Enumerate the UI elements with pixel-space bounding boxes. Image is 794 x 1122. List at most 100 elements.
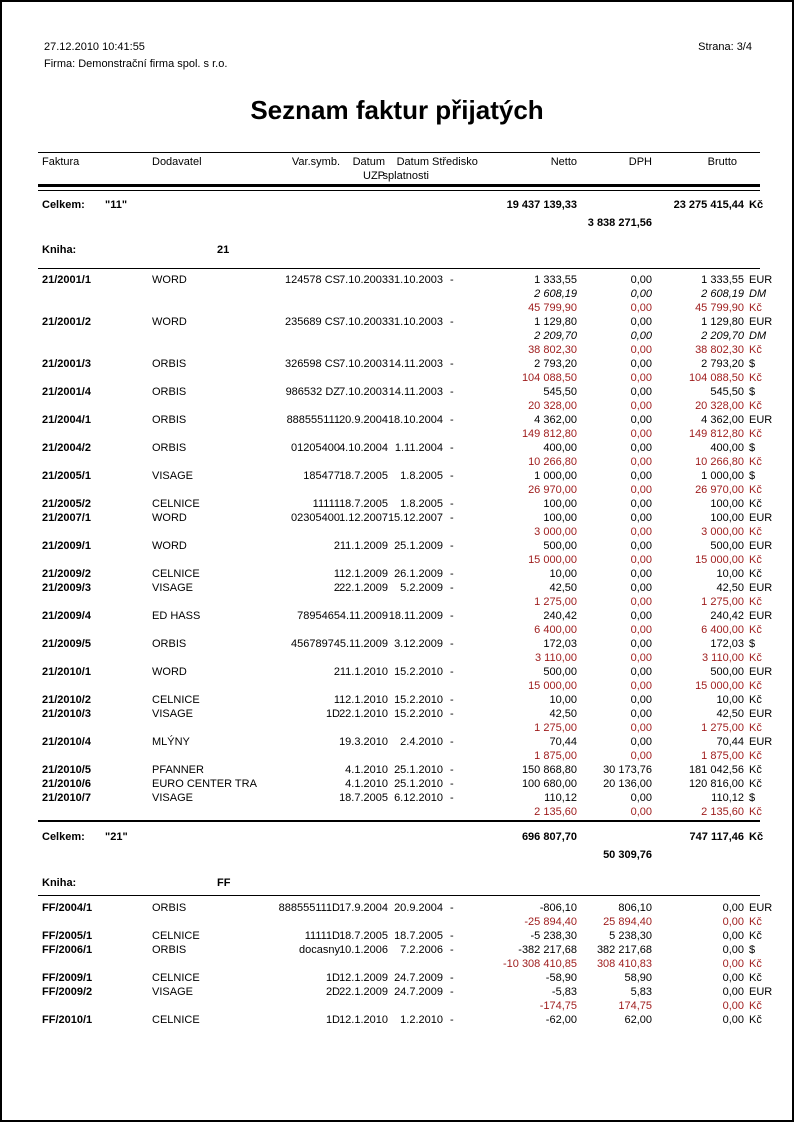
amount-brutto: 26 970,00 bbox=[695, 484, 744, 496]
cost-center: - bbox=[450, 414, 454, 426]
amount-dph: 0,00 bbox=[630, 442, 652, 454]
date-uzp: 4.11.2009 bbox=[339, 610, 388, 622]
col-header-stredisko: Středisko bbox=[432, 156, 478, 168]
date-due: 31.10.2003 bbox=[387, 316, 443, 328]
total-line-2: 3 838 271,56 bbox=[2, 214, 792, 232]
currency-code: Kč bbox=[749, 1000, 762, 1012]
date-due: 18.10.2004 bbox=[387, 414, 443, 426]
col-header-datum-spl-1: Datum bbox=[396, 156, 429, 168]
variable-symbol: 2 bbox=[333, 540, 340, 552]
variable-symbol: 1D bbox=[325, 972, 340, 984]
col-header-brutto: Brutto bbox=[707, 156, 737, 168]
variable-symbol: 986532 DZ bbox=[285, 386, 340, 398]
currency-code: Kč bbox=[749, 778, 762, 790]
currency-code: Kč bbox=[749, 930, 762, 942]
total-section-21: Celkem: "21" 696 807,70 747 117,46 Kč 50… bbox=[2, 828, 792, 864]
amount-brutto: 500,00 bbox=[710, 540, 744, 552]
amount-dph: 174,75 bbox=[618, 1000, 652, 1012]
amount-brutto: 100,00 bbox=[710, 512, 744, 524]
cost-center: - bbox=[450, 582, 454, 594]
date-uzp: 18.7.2005 bbox=[339, 470, 388, 482]
amount-netto: 1 333,55 bbox=[534, 274, 577, 286]
cost-center: - bbox=[450, 902, 454, 914]
invoice-row-line: 21/2001/2 WORD 235689 CS 7.10.2003 31.10.200… bbox=[2, 315, 792, 329]
invoice-row-line: 21/2009/5 ORBIS 45678974 5.11.2009 3.12.2009… bbox=[2, 637, 792, 651]
amount-dph: 0,00 bbox=[630, 414, 652, 426]
invoice-row-line: 21/2010/6 EURO CENTER TRA 4.1.2010 25.1.201… bbox=[2, 777, 792, 791]
invoice-row-line: 149 812,80 0,00 149 812,80 Kč bbox=[2, 427, 792, 441]
amount-dph: 0,00 bbox=[630, 274, 652, 286]
amount-brutto: 0,00 bbox=[722, 958, 744, 970]
variable-symbol: 326598 CS bbox=[284, 358, 340, 370]
book-ff-rule bbox=[38, 895, 760, 896]
invoice-number: 21/2004/2 bbox=[42, 442, 91, 454]
variable-symbol: 2D bbox=[325, 986, 340, 998]
date-uzp: 4.1.2010 bbox=[345, 764, 388, 776]
invoice-row-line: 2 608,19 0,00 2 608,19 DM bbox=[2, 287, 792, 301]
currency-code: $ bbox=[749, 944, 756, 956]
invoice-number: 21/2005/1 bbox=[42, 470, 91, 482]
supplier-name: VISAGE bbox=[152, 582, 193, 594]
amount-dph: 0,00 bbox=[630, 372, 652, 384]
invoice-rows-book-ff: FF/2004/1 ORBIS 888555111D 17.9.2004 20.9.20… bbox=[2, 901, 792, 1027]
amount-brutto: 0,00 bbox=[722, 972, 744, 984]
currency-code: EUR bbox=[749, 986, 773, 998]
col-header-varsymb: Var.symb. bbox=[291, 156, 340, 168]
date-due: 20.9.2004 bbox=[394, 902, 443, 914]
invoice-row-line: 21/2005/2 CELNICE 11111 18.7.2005 1.8.2005- 1… bbox=[2, 497, 792, 511]
invoice-row-line: 21/2001/3 ORBIS 326598 CS 7.10.2003 14.11.20… bbox=[2, 357, 792, 371]
amount-dph: 0,00 bbox=[630, 666, 652, 678]
amount-netto: 1 875,00 bbox=[534, 750, 577, 762]
amount-dph: 0,00 bbox=[630, 526, 652, 538]
amount-netto: 1 275,00 bbox=[534, 722, 577, 734]
amount-dph: 0,00 bbox=[630, 638, 652, 650]
amount-netto: 45 799,90 bbox=[528, 302, 577, 314]
currency-code: $ bbox=[749, 358, 756, 370]
total-brutto: 23 275 415,44 bbox=[673, 199, 744, 211]
invoice-number: 21/2001/4 bbox=[42, 386, 91, 398]
amount-brutto: 104 088,50 bbox=[688, 372, 744, 384]
supplier-name: WORD bbox=[152, 316, 187, 328]
amount-dph: 5 238,30 bbox=[609, 930, 652, 942]
total-label: Celkem: bbox=[42, 199, 85, 211]
invoice-number: 21/2009/3 bbox=[42, 582, 91, 594]
currency-code: Kč bbox=[749, 652, 762, 664]
total-currency: Kč bbox=[749, 199, 764, 211]
supplier-name: EURO CENTER TRA bbox=[152, 778, 257, 790]
amount-dph: 0,00 bbox=[630, 330, 652, 342]
date-due: 7.2.2006 bbox=[400, 944, 443, 956]
col-header-dodavatel: Dodavatel bbox=[152, 156, 202, 168]
amount-brutto: 0,00 bbox=[722, 916, 744, 928]
currency-code: $ bbox=[749, 442, 756, 454]
amount-netto: 1 129,80 bbox=[534, 316, 577, 328]
date-uzp: 4.10.2004 bbox=[339, 442, 388, 454]
book-heading-ff: Kniha: FF bbox=[2, 877, 792, 891]
date-due: 14.11.2003 bbox=[388, 358, 443, 370]
variable-symbol: 02305400 bbox=[291, 512, 340, 524]
currency-code: Kč bbox=[749, 806, 762, 818]
variable-symbol: 1D bbox=[325, 1014, 340, 1026]
amount-dph: 0,00 bbox=[630, 694, 652, 706]
date-uzp: 5.11.2009 bbox=[339, 638, 388, 650]
amount-brutto: 3 000,00 bbox=[701, 526, 744, 538]
amount-brutto: 110,12 bbox=[711, 792, 744, 804]
date-uzp: 7.10.2003 bbox=[339, 274, 388, 286]
invoice-row-line: 15 000,00 0,00 15 000,00 Kč bbox=[2, 679, 792, 693]
amount-brutto: 4 362,00 bbox=[701, 414, 744, 426]
date-due: 1.8.2005 bbox=[400, 470, 443, 482]
invoice-row-line: 21/2010/5 PFANNER 4.1.2010 25.1.2010- 150 86… bbox=[2, 763, 792, 777]
variable-symbol: 11111 bbox=[312, 498, 340, 510]
invoice-row-line: 104 088,50 0,00 104 088,50 Kč bbox=[2, 371, 792, 385]
amount-netto: 42,50 bbox=[549, 708, 577, 720]
cost-center: - bbox=[450, 386, 454, 398]
amount-netto: -62,00 bbox=[545, 1014, 577, 1026]
total-brutto: 747 117,46 bbox=[689, 831, 744, 843]
amount-brutto: 149 812,80 bbox=[688, 428, 744, 440]
invoice-row-line: -25 894,40 25 894,40 0,00 Kč bbox=[2, 915, 792, 929]
date-due: 26.1.2009 bbox=[394, 568, 443, 580]
amount-netto: 150 868,80 bbox=[521, 764, 577, 776]
currency-code: Kč bbox=[749, 596, 762, 608]
amount-brutto: 42,50 bbox=[716, 582, 744, 594]
variable-symbol: 2 bbox=[333, 582, 340, 594]
amount-dph: 0,00 bbox=[630, 554, 652, 566]
